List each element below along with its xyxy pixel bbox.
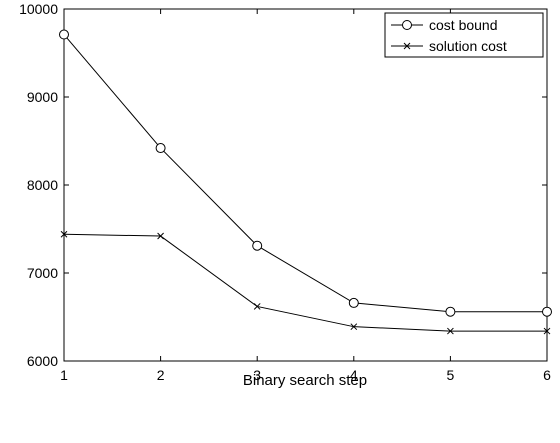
y-tick-label: 7000 <box>27 265 58 281</box>
y-tick-label: 8000 <box>27 177 58 193</box>
y-tick-label: 10000 <box>19 1 58 17</box>
x-tick-label: 1 <box>60 367 68 383</box>
x-marker-stroke <box>543 327 551 335</box>
x-marker <box>543 327 551 335</box>
x-axis: 1 2 3 4 5 6 <box>60 9 551 383</box>
x-marker <box>157 232 164 240</box>
legend-box <box>384 12 544 58</box>
circle-marker <box>445 306 456 317</box>
x-tick-label: 3 <box>253 367 261 383</box>
x-marker <box>350 323 358 331</box>
x-marker-stroke <box>157 232 164 240</box>
x-marker <box>403 42 411 50</box>
y-tick-label: 9000 <box>27 89 58 105</box>
circle-marker <box>59 29 69 40</box>
circle-marker <box>402 20 412 30</box>
plot-area <box>63 8 548 362</box>
y-tick-label: 6000 <box>27 353 58 369</box>
series-layer <box>59 29 552 335</box>
x-marker-stroke <box>403 42 411 50</box>
x-axis-title: Binary search step <box>243 372 367 389</box>
x-marker <box>447 327 454 335</box>
x-marker <box>253 303 261 310</box>
series-line-solution-cost <box>63 233 547 332</box>
circle-marker <box>348 297 359 308</box>
x-tick-label: 4 <box>350 367 358 383</box>
x-marker <box>60 230 68 238</box>
circle-marker <box>155 143 166 154</box>
x-marker-stroke <box>447 327 454 335</box>
legend: cost bound solution cost <box>384 12 544 58</box>
x-tick-label: 2 <box>157 367 165 383</box>
x-tick-label: 6 <box>543 367 551 383</box>
y-axis: 6000 7000 8000 9000 10000 <box>19 1 547 369</box>
series-line-cost-bound <box>63 34 547 313</box>
legend-label: solution cost <box>429 38 507 54</box>
circle-marker <box>252 240 263 251</box>
x-tick-label: 5 <box>447 367 455 383</box>
circle-marker <box>542 306 552 317</box>
legend-label: cost bound <box>429 17 498 33</box>
x-marker-stroke <box>253 303 261 310</box>
x-marker-stroke <box>60 230 68 238</box>
x-marker-stroke <box>350 323 358 331</box>
